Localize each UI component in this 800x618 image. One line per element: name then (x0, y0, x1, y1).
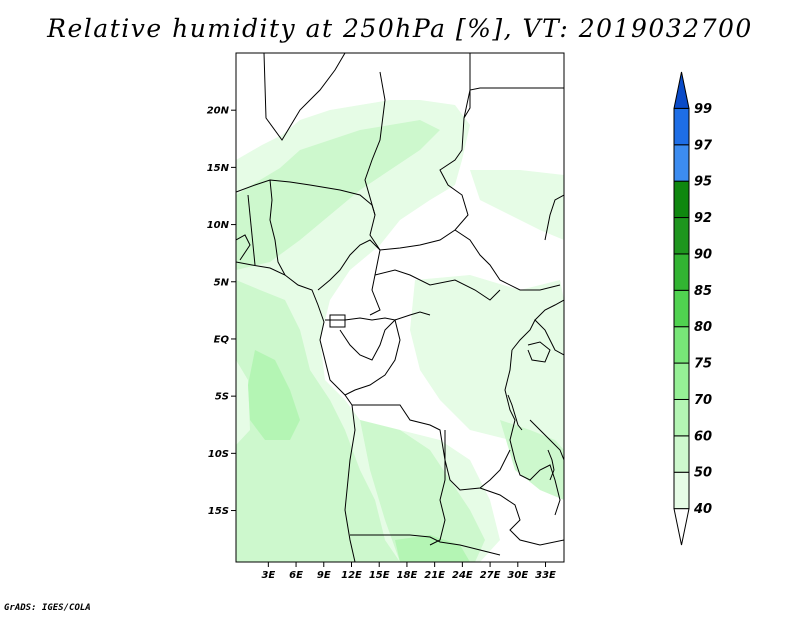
border-uganda-kenya (534, 299, 564, 321)
border-burkina (236, 234, 251, 261)
colorbar-swatch (673, 471, 690, 510)
border-ghana-togo (247, 194, 256, 266)
border-nigeria-benin (269, 179, 286, 276)
colorbar-level-label: 70 (694, 393, 712, 408)
colorbar-swatch (673, 398, 690, 437)
border-sahara-north (263, 53, 346, 141)
lon-tick-label: 9E (317, 570, 331, 581)
border-tanzania (529, 419, 564, 461)
country-borders (236, 53, 564, 562)
border-east-africa (511, 319, 564, 356)
latitude-axis: 20N 15N 10N 5N EQ 5S 10S 15S (207, 106, 236, 517)
lon-tick-label: 21E (424, 570, 445, 581)
humidity-field-coast-band (236, 280, 400, 562)
border-lake-victoria (527, 341, 551, 363)
colorbar-swatch (673, 362, 690, 400)
colorbar: 40 50 60 70 75 80 85 90 92 95 97 99 (673, 71, 713, 546)
colorbar-swatch (673, 180, 690, 219)
humidity-field-east (500, 420, 564, 500)
humidity-field-sahel (236, 120, 440, 270)
colorbar-level-label: 50 (694, 466, 712, 481)
border-gabon-box (329, 314, 346, 328)
lon-tick-label: 33E (535, 570, 556, 581)
lat-tick-label: 5N (214, 277, 230, 288)
lon-tick-label: 24E (452, 570, 473, 581)
border-chad-east (364, 71, 469, 251)
lon-tick-label: 27E (480, 570, 501, 581)
lon-tick-label: 6E (289, 570, 303, 581)
lat-tick-label: 5S (215, 392, 229, 403)
colorbar-level-label: 80 (694, 320, 712, 335)
border-drc-south (352, 404, 511, 491)
colorbar-swatch (673, 326, 690, 364)
colorbar-level-label: 75 (694, 357, 712, 372)
lat-tick-label: EQ (214, 334, 230, 345)
lat-tick-label: 10S (208, 449, 229, 460)
colorbar-level-label: 95 (694, 175, 712, 190)
map-frame (235, 52, 565, 563)
colorbar-level-label: 85 (694, 284, 712, 299)
border-sudan (463, 53, 564, 119)
border-ethiopia (544, 194, 564, 241)
humidity-field-strong-coast (248, 350, 300, 440)
colorbar-level-label: 90 (694, 247, 712, 262)
lat-tick-label: 15N (207, 163, 230, 174)
border-congo-basin (339, 319, 401, 396)
border-angola-south (350, 534, 501, 556)
border-lake-tanganyika (507, 394, 523, 431)
border-cameroon (317, 239, 381, 316)
border-niger-chad (236, 179, 376, 216)
colorbar-level-label: 40 (693, 502, 712, 517)
colorbar-swatch (673, 253, 690, 291)
colorbar-swatch (673, 144, 690, 182)
colorbar-level-label: 92 (694, 211, 712, 226)
longitude-axis: 3E 6E 9E 12E 15E 18E 21E 24E 27E 30E 33E (261, 562, 556, 581)
colorbar-top-triangle (673, 71, 690, 109)
humidity-map: 20N 15N 10N 5N EQ 5S 10S 15S 3E 6E 9E 12E 15E 18E 21E… (207, 52, 713, 581)
grads-credit: GrADS: IGES/COLA (4, 603, 91, 613)
colorbar-swatch (673, 289, 690, 328)
border-lake-malawi (547, 449, 555, 481)
humidity-field-central (410, 275, 564, 470)
map-title: Relative humidity at 250hPa [%], VT: 201… (47, 14, 753, 43)
lon-tick-label: 18E (397, 570, 418, 581)
lon-tick-label: 3E (261, 570, 275, 581)
lon-tick-label: 12E (341, 570, 362, 581)
lat-tick-label: 15S (208, 506, 229, 517)
border-zambia-east (479, 487, 564, 546)
humidity-field-north (470, 170, 564, 240)
colorbar-bottom-triangle (673, 508, 690, 546)
humidity-field-strong-south (395, 535, 470, 562)
lat-tick-label: 10N (207, 220, 230, 231)
map-plot-area (235, 52, 565, 563)
border-car (374, 269, 501, 301)
colorbar-level-label: 60 (694, 429, 712, 444)
border-sudan-south (454, 229, 561, 291)
colorbar-swatch (673, 435, 690, 473)
lon-tick-label: 30E (507, 570, 528, 581)
lon-tick-label: 15E (369, 570, 390, 581)
lat-tick-label: 20N (207, 106, 230, 117)
border-great-lakes (504, 349, 561, 516)
colorbar-swatch (673, 107, 690, 146)
border-congo (325, 311, 431, 321)
humidity-field-angola (360, 420, 485, 562)
colorbar-level-label: 97 (694, 138, 713, 153)
humidity-shading (236, 100, 564, 562)
colorbar-swatch (673, 217, 690, 255)
colorbar-level-label: 99 (694, 102, 712, 117)
